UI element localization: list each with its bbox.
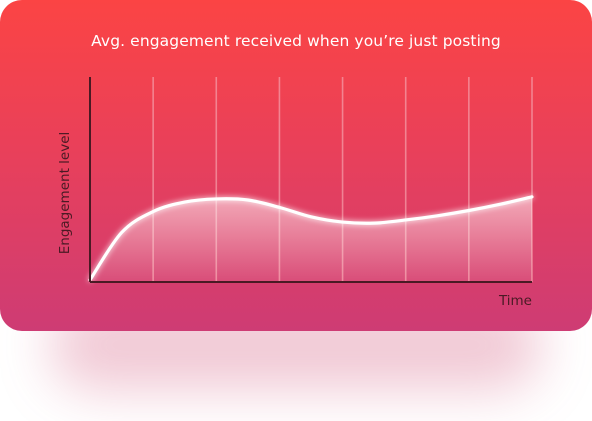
engagement-chart: Time Engagement level — [57, 77, 534, 309]
chart-card: Avg. engagement received when you’re jus… — [0, 0, 592, 331]
chart-title: Avg. engagement received when you’re jus… — [91, 32, 501, 50]
engagement-line — [88, 195, 534, 282]
y-axis-label: Engagement level — [57, 132, 73, 255]
x-axis-label: Time — [498, 293, 532, 309]
